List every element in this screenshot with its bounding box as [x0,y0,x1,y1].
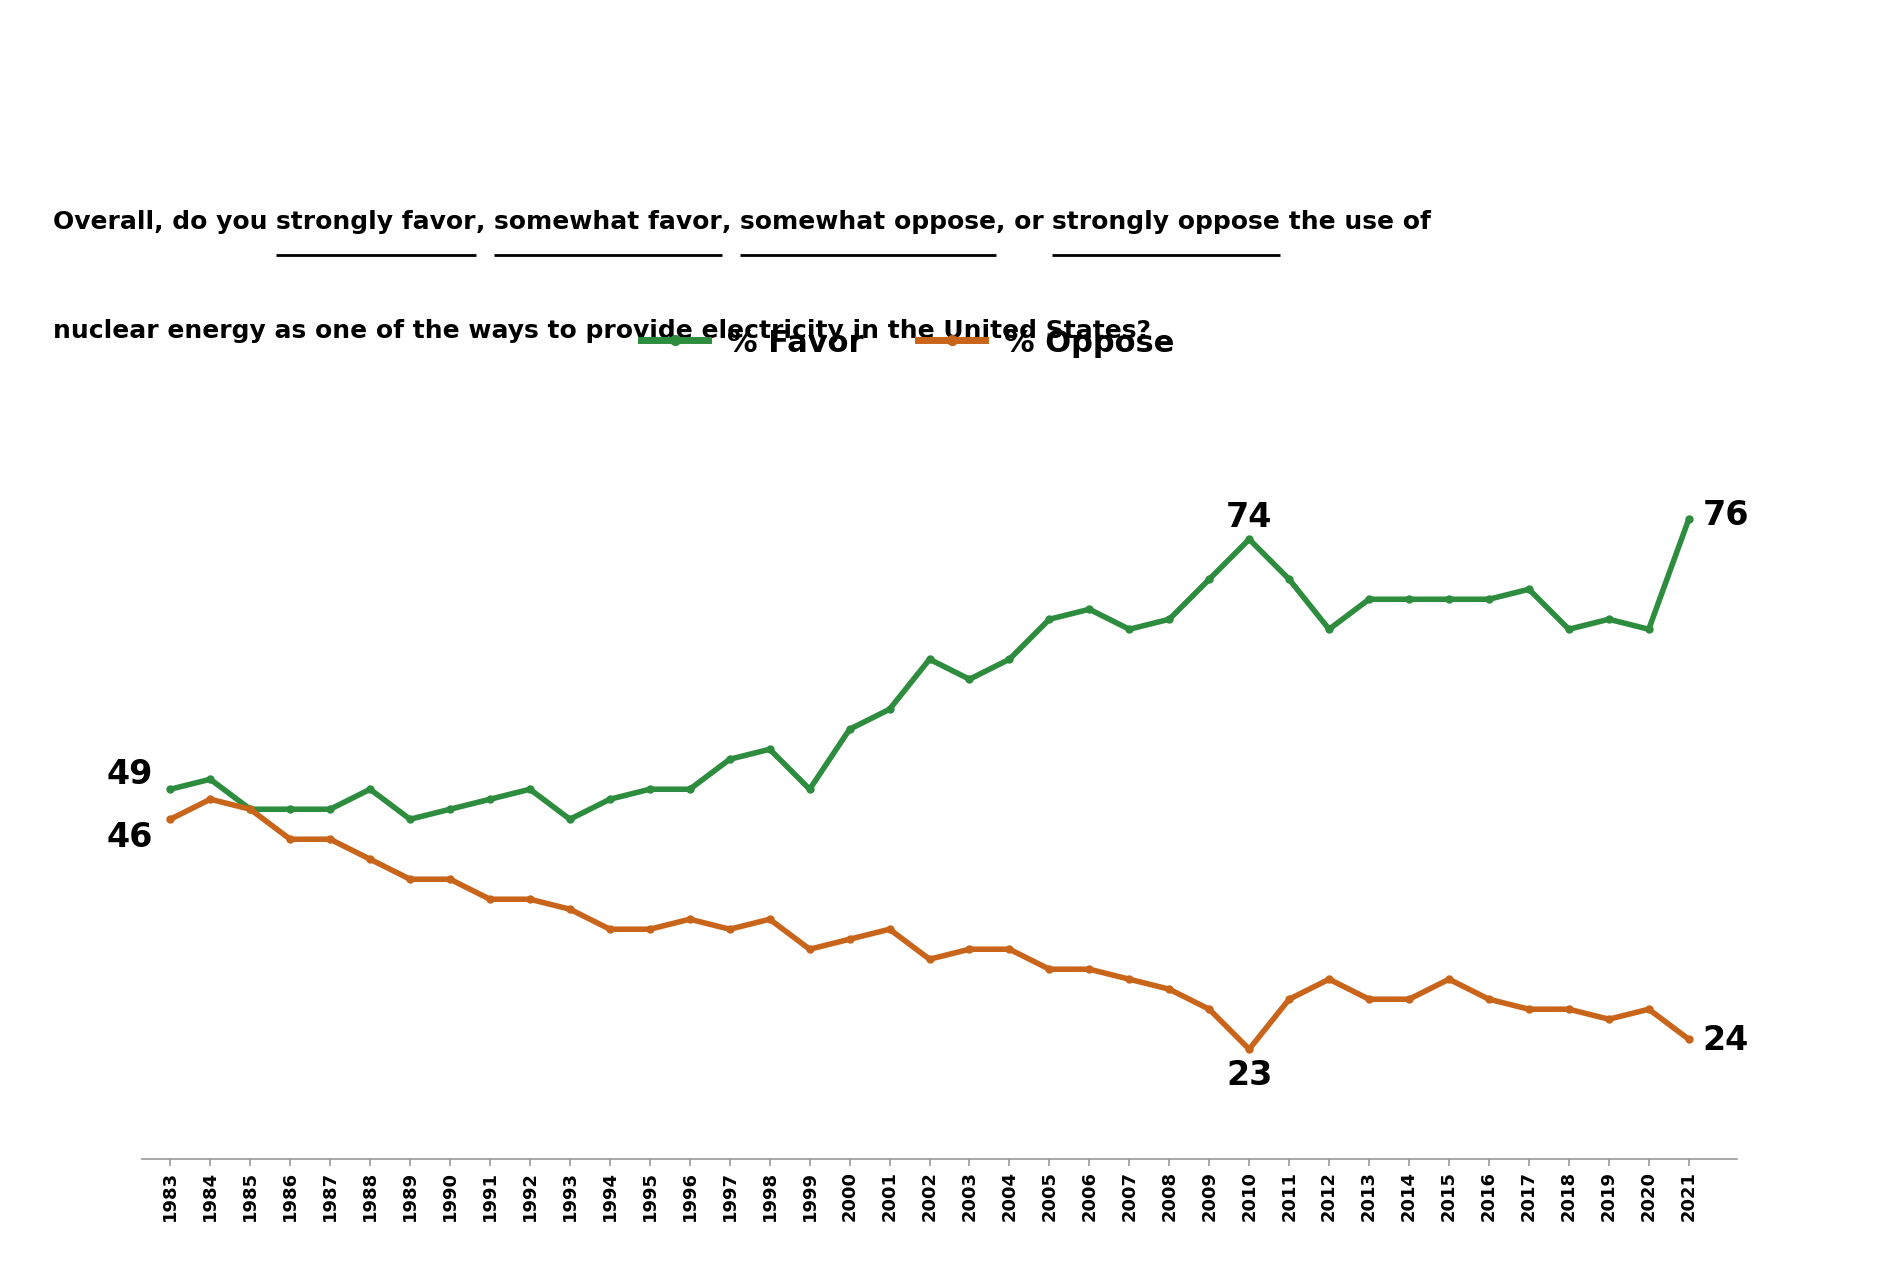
Text: 49: 49 [106,757,154,791]
Text: Favorability to Nuclear Energy 1983-2021: Favorability to Nuclear Energy 1983-2021 [167,57,1731,124]
Text: 46: 46 [106,820,154,854]
Text: strongly favor: strongly favor [277,210,476,233]
Text: ,: , [476,210,493,233]
Text: somewhat favor: somewhat favor [493,210,721,233]
Text: the use of: the use of [1279,210,1431,233]
Text: Overall, do you: Overall, do you [53,210,277,233]
Legend: % Favor, % Oppose: % Favor, % Oppose [628,316,1186,371]
Text: nuclear energy as one of the ways to provide electricity in the United States?: nuclear energy as one of the ways to pro… [53,319,1152,343]
Text: strongly oppose: strongly oppose [1051,210,1279,233]
Text: ,: , [721,210,740,233]
Text: 74: 74 [1226,501,1272,533]
Text: 24: 24 [1703,1024,1748,1057]
Text: 23: 23 [1226,1059,1272,1092]
Text: , or: , or [996,210,1051,233]
Text: 76: 76 [1703,498,1750,532]
Text: somewhat oppose: somewhat oppose [740,210,996,233]
